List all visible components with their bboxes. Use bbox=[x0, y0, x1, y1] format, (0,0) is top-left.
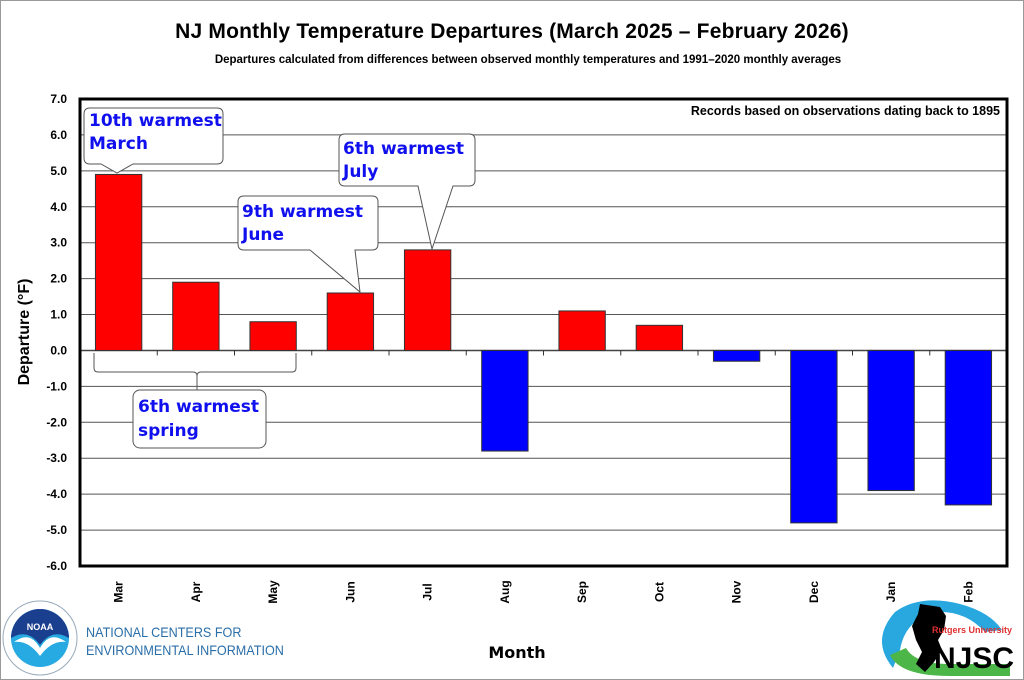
y-tick-label: 6.0 bbox=[50, 128, 67, 142]
records-note: Records based on observations dating bac… bbox=[691, 104, 1000, 118]
bar-sep bbox=[558, 310, 606, 351]
ncei-line1: NATIONAL CENTERS FOR bbox=[86, 624, 242, 640]
y-tick-label: -5.0 bbox=[46, 523, 67, 537]
y-tick-label: 1.0 bbox=[50, 308, 67, 322]
y-tick-label: -2.0 bbox=[46, 415, 67, 429]
callout-july-line2: July bbox=[342, 162, 378, 182]
x-tick-label: Apr bbox=[189, 581, 203, 602]
noaa-logo: NOAA bbox=[2, 600, 78, 676]
x-tick-label: Aug bbox=[498, 580, 512, 603]
y-tick-labels: 7.0 6.0 5.0 4.0 3.0 2.0 1.0 0.0 -1.0 -2.0 -3.0 -4.0… bbox=[46, 92, 67, 573]
y-tick-label: 0.0 bbox=[50, 343, 67, 357]
callout-march-line2: March bbox=[89, 134, 148, 154]
bar-oct bbox=[635, 324, 684, 351]
callout-spring: 6th warmest spring bbox=[132, 389, 267, 449]
plot-border bbox=[78, 97, 1009, 568]
callout-june-line1: 9th warmest bbox=[242, 202, 363, 222]
callout-july-line1: 6th warmest bbox=[343, 139, 464, 159]
ncei-line2: ENVIRONMENTAL INFORMATION bbox=[86, 642, 284, 658]
x-tick-label: May bbox=[266, 580, 280, 604]
bar-may bbox=[249, 321, 297, 351]
bar-dec bbox=[790, 349, 838, 524]
x-tick-label: Mar bbox=[112, 581, 126, 603]
njsc-sub-text: Rutgers University bbox=[932, 625, 1012, 635]
x-tick-marks bbox=[156, 350, 931, 356]
y-tick-label: -1.0 bbox=[46, 379, 67, 393]
x-tick-label: Dec bbox=[807, 581, 821, 603]
y-tick-label: 3.0 bbox=[50, 236, 67, 250]
y-tick-label: -6.0 bbox=[46, 559, 67, 573]
x-tick-label: Jan bbox=[884, 582, 898, 603]
chart-subtitle: Departures calculated from differences b… bbox=[214, 54, 842, 66]
y-axis-label: Departure (°F) bbox=[16, 279, 33, 386]
bar-apr bbox=[172, 281, 220, 351]
bar-aug bbox=[481, 349, 529, 452]
njsc-text: NJSC bbox=[934, 642, 1014, 675]
bar-jul bbox=[403, 249, 452, 351]
njsc-logo: Rutgers University NJSC bbox=[881, 600, 1014, 676]
ncei-text: NATIONAL CENTERS FOR ENVIRONMENTAL INFOR… bbox=[86, 623, 284, 659]
noaa-logo-text: NOAA bbox=[27, 622, 54, 632]
gridlines bbox=[80, 98, 1007, 567]
callout-june-line2: June bbox=[241, 225, 284, 245]
callout-march: 10th warmest March bbox=[83, 107, 224, 174]
bar-nov bbox=[712, 349, 761, 362]
callout-spring-line1: 6th warmest bbox=[138, 397, 259, 417]
x-tick-labels: Mar Apr May Jun Jul Aug Sep Oct Nov Dec Jan Feb bbox=[112, 580, 976, 604]
y-tick-label: -4.0 bbox=[46, 487, 67, 501]
x-tick-label: Oct bbox=[652, 582, 666, 602]
bars bbox=[94, 173, 993, 524]
x-tick-label: Sep bbox=[575, 581, 589, 603]
y-tick-label: 2.0 bbox=[50, 272, 67, 286]
spring-brace bbox=[93, 353, 297, 390]
bar-jun bbox=[326, 292, 375, 351]
y-tick-label: -3.0 bbox=[46, 451, 67, 465]
callout-july: 6th warmest July bbox=[338, 133, 476, 251]
chart-title: NJ Monthly Temperature Departures (March… bbox=[175, 20, 849, 43]
y-tick-label: 4.0 bbox=[50, 200, 67, 214]
callout-spring-line2: spring bbox=[138, 421, 199, 441]
x-tick-label: Feb bbox=[961, 581, 975, 602]
x-axis-label: Month bbox=[488, 643, 545, 662]
y-tick-label: 7.0 bbox=[50, 92, 67, 106]
callout-march-line1: 10th warmest bbox=[89, 111, 222, 131]
bar-feb bbox=[944, 349, 993, 506]
bar-mar bbox=[94, 173, 143, 351]
callout-june: 9th warmest June bbox=[237, 195, 379, 294]
y-tick-label: 5.0 bbox=[50, 164, 67, 178]
bar-jan bbox=[867, 349, 915, 492]
x-tick-label: Jul bbox=[421, 583, 435, 600]
x-tick-label: Jun bbox=[343, 581, 357, 602]
x-tick-label: Nov bbox=[730, 580, 744, 603]
